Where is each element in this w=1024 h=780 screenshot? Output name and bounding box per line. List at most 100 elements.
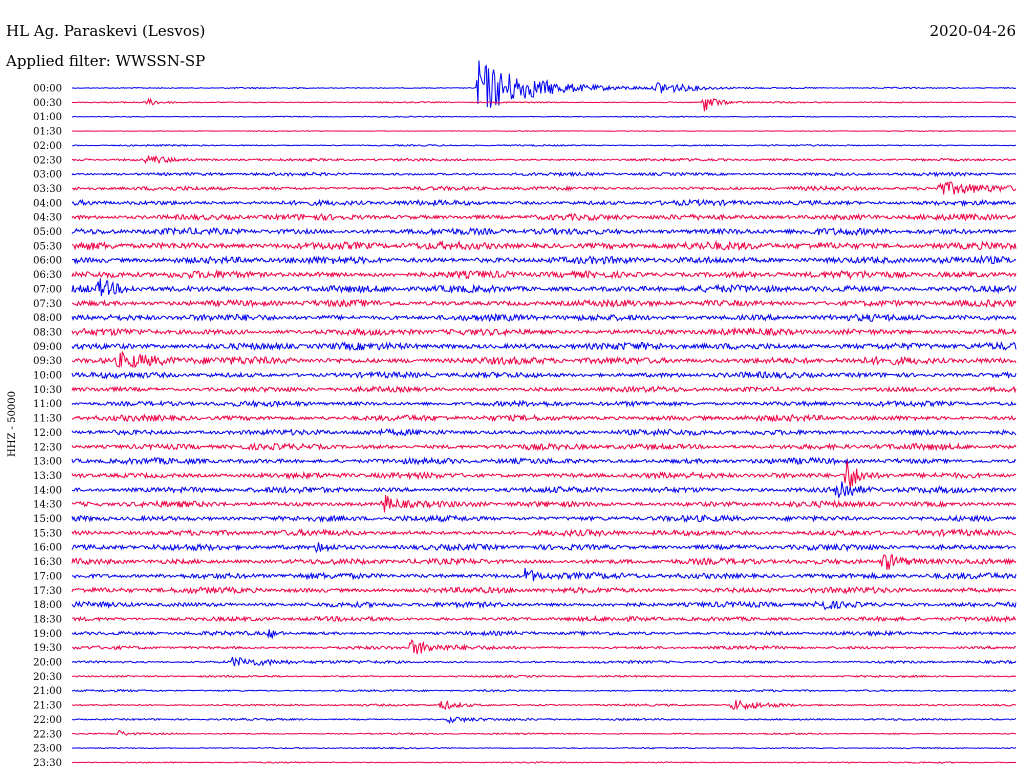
time-tick-2300: 23:00	[33, 744, 62, 755]
trace-row-0330	[71, 181, 1017, 195]
trace-row-0730	[71, 298, 1017, 309]
trace-row-1930	[71, 638, 1017, 655]
trace-row-0600	[71, 254, 1017, 265]
time-tick-0930: 09:30	[33, 356, 62, 367]
trace-row-0300	[71, 171, 1017, 178]
time-tick-2130: 21:30	[33, 701, 62, 712]
time-tick-0100: 01:00	[33, 112, 62, 123]
trace-row-0200	[71, 143, 1017, 147]
time-tick-1700: 17:00	[33, 571, 62, 582]
trace-row-0700	[71, 278, 1017, 297]
trace-row-1400	[71, 481, 1017, 498]
time-tick-0230: 02:30	[33, 155, 62, 166]
time-tick-0900: 09:00	[33, 342, 62, 353]
time-tick-1600: 16:00	[33, 543, 62, 554]
time-tick-2030: 20:30	[33, 672, 62, 683]
filter-subtitle: Applied filter: WWSSN-SP	[5, 52, 205, 70]
time-tick-2330: 23:30	[33, 758, 62, 769]
time-tick-1500: 15:00	[33, 514, 62, 525]
trace-row-1530	[71, 527, 1017, 538]
y-axis-label: HHZ - 50000	[7, 391, 18, 457]
trace-row-1730	[71, 585, 1017, 595]
time-tick-0800: 08:00	[33, 313, 62, 324]
time-tick-2230: 22:30	[33, 729, 62, 740]
trace-row-0030	[71, 97, 1017, 112]
trace-row-1330	[71, 460, 1017, 488]
time-tick-1100: 11:00	[33, 399, 62, 410]
trace-row-1830	[71, 614, 1017, 624]
trace-row-1130	[71, 413, 1017, 423]
time-tick-0200: 02:00	[33, 141, 62, 152]
time-tick-1800: 18:00	[33, 600, 62, 611]
trace-row-1600	[71, 542, 1017, 554]
time-tick-1300: 13:00	[33, 457, 62, 468]
trace-row-2330	[71, 761, 1017, 764]
time-tick-2100: 21:00	[33, 686, 62, 697]
time-tick-1030: 10:30	[33, 385, 62, 396]
trace-row-1000	[71, 370, 1017, 380]
time-tick-0630: 06:30	[33, 270, 62, 281]
time-tick-0130: 01:30	[33, 127, 62, 138]
time-tick-1900: 19:00	[33, 629, 62, 640]
time-tick-1830: 18:30	[33, 614, 62, 625]
time-tick-0400: 04:00	[33, 198, 62, 209]
trace-row-2100	[71, 688, 1017, 693]
trace-row-1030	[71, 384, 1017, 394]
trace-row-0500	[71, 226, 1017, 237]
trace-row-1200	[71, 427, 1017, 437]
time-tick-1330: 13:30	[33, 471, 62, 482]
time-tick-0430: 04:30	[33, 213, 62, 224]
time-tick-1630: 16:30	[33, 557, 62, 568]
time-tick-0030: 00:30	[33, 98, 62, 109]
trace-row-1300	[71, 456, 1017, 466]
time-tick-0300: 03:00	[33, 170, 62, 181]
trace-row-1430	[71, 494, 1017, 513]
trace-row-2230	[71, 729, 1017, 736]
trace-row-0800	[71, 312, 1017, 323]
time-tick-0330: 03:30	[33, 184, 62, 195]
time-tick-1230: 12:30	[33, 442, 62, 453]
time-tick-0000: 00:00	[33, 84, 62, 95]
time-tick-1930: 19:30	[33, 643, 62, 654]
trace-row-0630	[71, 269, 1017, 281]
time-tick-0500: 05:00	[33, 227, 62, 238]
time-tick-1400: 14:00	[33, 485, 62, 496]
trace-row-0130	[71, 130, 1017, 133]
time-tick-1530: 15:30	[33, 528, 62, 539]
trace-row-0900	[71, 340, 1017, 352]
trace-row-1900	[71, 629, 1017, 639]
trace-row-2200	[71, 716, 1017, 725]
trace-row-2130	[71, 699, 1017, 711]
time-tick-1200: 12:00	[33, 428, 62, 439]
trace-row-1500	[71, 514, 1017, 523]
date-label: 2020-04-26	[930, 22, 1016, 40]
trace-row-1800	[71, 600, 1017, 611]
trace-row-0100	[71, 115, 1017, 118]
time-tick-0830: 08:30	[33, 327, 62, 338]
trace-row-0230	[71, 154, 1017, 165]
trace-row-2000	[71, 656, 1017, 667]
trace-row-1100	[71, 399, 1017, 409]
time-tick-1000: 10:00	[33, 371, 62, 382]
seismic-traces	[71, 60, 1017, 764]
time-tick-2000: 20:00	[33, 658, 62, 669]
trace-row-0000	[71, 60, 1017, 108]
trace-row-0830	[71, 326, 1017, 337]
time-tick-2200: 22:00	[33, 715, 62, 726]
trace-row-1230	[71, 442, 1017, 452]
time-tick-1130: 11:30	[33, 414, 62, 425]
time-tick-1430: 14:30	[33, 500, 62, 511]
trace-row-1630	[71, 553, 1017, 570]
time-tick-0600: 06:00	[33, 256, 62, 267]
trace-row-2300	[71, 746, 1017, 750]
trace-row-1700	[71, 567, 1017, 582]
time-tick-0530: 05:30	[33, 241, 62, 252]
time-tick-0730: 07:30	[33, 299, 62, 310]
trace-row-0530	[71, 239, 1017, 252]
trace-row-2030	[71, 674, 1017, 679]
time-tick-1730: 17:30	[33, 586, 62, 597]
trace-row-0430	[71, 212, 1017, 222]
time-tick-0700: 07:00	[33, 284, 62, 295]
station-title: HL Ag. Paraskevi (Lesvos)	[6, 22, 205, 40]
